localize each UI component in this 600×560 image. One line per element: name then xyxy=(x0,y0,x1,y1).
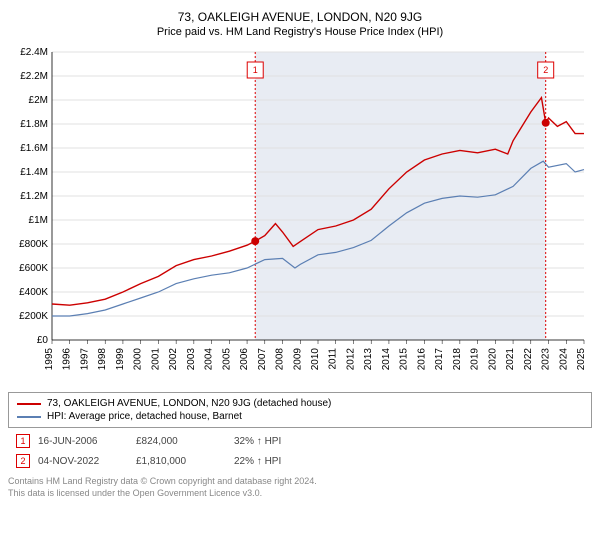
legend-label: 73, OAKLEIGH AVENUE, LONDON, N20 9JG (de… xyxy=(47,398,331,409)
svg-text:2022: 2022 xyxy=(523,348,534,371)
svg-text:2015: 2015 xyxy=(399,348,410,371)
svg-text:2010: 2010 xyxy=(310,348,321,371)
svg-text:£800K: £800K xyxy=(19,239,48,250)
svg-text:£0: £0 xyxy=(37,335,49,346)
svg-text:2020: 2020 xyxy=(487,348,498,371)
svg-text:2006: 2006 xyxy=(239,348,250,371)
svg-text:2009: 2009 xyxy=(292,348,303,371)
svg-text:2014: 2014 xyxy=(381,348,392,371)
svg-text:£1.6M: £1.6M xyxy=(20,143,48,154)
legend-item: HPI: Average price, detached house, Barn… xyxy=(17,410,583,423)
svg-text:£1.2M: £1.2M xyxy=(20,191,48,202)
svg-text:£1M: £1M xyxy=(29,215,48,226)
sale-marker-icon: 1 xyxy=(16,434,30,448)
svg-text:£400K: £400K xyxy=(19,287,48,298)
svg-text:£200K: £200K xyxy=(19,311,48,322)
sale-row: 2 04-NOV-2022 £1,810,000 22% ↑ HPI xyxy=(8,454,592,468)
svg-text:1998: 1998 xyxy=(97,348,108,371)
legend-label: HPI: Average price, detached house, Barn… xyxy=(47,411,242,422)
svg-text:1995: 1995 xyxy=(44,348,55,371)
footer-line-1: Contains HM Land Registry data © Crown c… xyxy=(8,476,592,488)
legend: 73, OAKLEIGH AVENUE, LONDON, N20 9JG (de… xyxy=(8,392,592,428)
svg-text:2: 2 xyxy=(543,65,548,75)
chart-svg: £0 £200K £400K £600K £800K £1M £1.2M £1.4M £1.6M… xyxy=(8,46,592,386)
sale-price: £1,810,000 xyxy=(136,456,226,467)
sale-date: 16-JUN-2006 xyxy=(38,436,128,447)
legend-item: 73, OAKLEIGH AVENUE, LONDON, N20 9JG (de… xyxy=(17,397,583,410)
svg-text:2003: 2003 xyxy=(186,348,197,371)
sale-date: 04-NOV-2022 xyxy=(38,456,128,467)
svg-text:1: 1 xyxy=(253,65,258,75)
svg-text:2000: 2000 xyxy=(133,348,144,371)
legend-swatch xyxy=(17,403,41,405)
svg-text:£1.4M: £1.4M xyxy=(20,167,48,178)
svg-text:2005: 2005 xyxy=(221,348,232,371)
svg-text:2024: 2024 xyxy=(558,348,569,371)
sale-row: 1 16-JUN-2006 £824,000 32% ↑ HPI xyxy=(8,434,592,448)
svg-text:2019: 2019 xyxy=(470,348,481,371)
svg-text:2025: 2025 xyxy=(576,348,587,371)
svg-text:2023: 2023 xyxy=(541,348,552,371)
sale-delta: 32% ↑ HPI xyxy=(234,436,324,447)
svg-text:1997: 1997 xyxy=(79,348,90,371)
svg-text:2008: 2008 xyxy=(275,348,286,371)
svg-text:2007: 2007 xyxy=(257,348,268,371)
svg-text:2004: 2004 xyxy=(204,348,215,371)
svg-text:1999: 1999 xyxy=(115,348,126,371)
svg-text:£2.4M: £2.4M xyxy=(20,47,48,58)
sale-delta: 22% ↑ HPI xyxy=(234,456,324,467)
svg-text:2013: 2013 xyxy=(363,348,374,371)
svg-text:£2M: £2M xyxy=(29,95,48,106)
svg-text:2016: 2016 xyxy=(416,348,427,371)
page-title: 73, OAKLEIGH AVENUE, LONDON, N20 9JG xyxy=(8,10,592,24)
svg-text:2011: 2011 xyxy=(328,348,339,370)
svg-text:2021: 2021 xyxy=(505,348,516,371)
svg-text:£2.2M: £2.2M xyxy=(20,71,48,82)
svg-text:2001: 2001 xyxy=(150,348,161,371)
svg-text:£1.8M: £1.8M xyxy=(20,119,48,130)
sales-table: 1 16-JUN-2006 £824,000 32% ↑ HPI 2 04-NOV-202… xyxy=(8,434,592,468)
page-subtitle: Price paid vs. HM Land Registry's House … xyxy=(8,26,592,38)
svg-text:£600K: £600K xyxy=(19,263,48,274)
footer: Contains HM Land Registry data © Crown c… xyxy=(8,476,592,499)
sale-marker-icon: 2 xyxy=(16,454,30,468)
svg-text:2018: 2018 xyxy=(452,348,463,371)
svg-text:1996: 1996 xyxy=(62,348,73,371)
svg-text:2017: 2017 xyxy=(434,348,445,371)
footer-line-2: This data is licensed under the Open Gov… xyxy=(8,488,592,500)
svg-text:2002: 2002 xyxy=(168,348,179,371)
legend-swatch xyxy=(17,416,41,418)
sale-price: £824,000 xyxy=(136,436,226,447)
svg-text:2012: 2012 xyxy=(345,348,356,371)
chart: £0 £200K £400K £600K £800K £1M £1.2M £1.4M £1.6M… xyxy=(8,46,592,386)
